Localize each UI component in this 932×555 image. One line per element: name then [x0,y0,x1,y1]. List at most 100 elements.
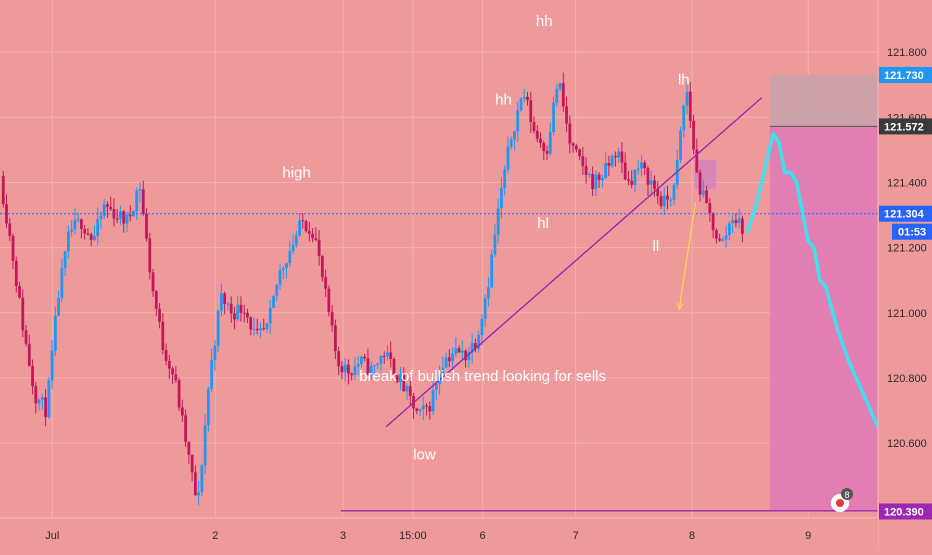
candle-body [513,131,516,140]
candle-body [343,364,347,373]
candle-body [141,189,145,214]
candle-body [705,190,708,204]
countdown-badge [892,223,932,240]
candle-body [431,389,435,412]
candle-body [268,307,272,324]
candle-body [220,293,223,311]
candle-body [640,162,643,169]
candle-body [11,235,15,261]
candle-body [444,357,448,368]
candle-body [623,162,627,180]
candle-body [50,350,54,381]
price-label-text: 121.730 [884,70,924,82]
candle-body [187,441,191,455]
candle-body [711,212,715,231]
candle-body [57,297,61,316]
candle-body [167,360,171,369]
candle-body [701,190,705,195]
candle-body [106,204,109,208]
candle-body [382,355,386,357]
candle-body [662,195,666,207]
candle-body [347,364,350,374]
candle-body [89,234,93,240]
candle-body [18,286,21,298]
candle-body [190,454,194,473]
candle-body [447,357,451,362]
candle-body [200,465,204,493]
candle-body [40,397,44,400]
candle-body [14,260,18,287]
candle-body [34,386,38,404]
candle-body [646,168,650,185]
candle-body [340,366,344,373]
candle-body [239,304,243,313]
candle-body [291,244,295,252]
candle-body [138,189,142,191]
candle-body [285,263,288,269]
candle-body [294,235,298,245]
candle-body [203,425,207,466]
candle-body [363,356,367,359]
candle-body [298,220,301,236]
candle-body [119,211,122,219]
candle-body [604,162,608,179]
candle-body [47,380,51,418]
candle-body [145,213,148,239]
x-tick-label: 15:00 [399,530,427,542]
annotation-label: hh [536,13,553,30]
candle-body [158,308,161,322]
candle-body [275,284,279,296]
candle-body [460,350,464,353]
candle-body [327,288,331,313]
candle-body [451,353,455,362]
candle-body [597,174,601,180]
candle-body [692,120,695,150]
price-label-badge [879,205,932,222]
candle-body [314,238,318,240]
candle-body [682,105,686,131]
annotation-label: high [282,165,310,182]
candle-body [714,230,718,239]
candle-body [223,293,227,304]
annotation-label: ll [653,238,660,255]
candle-body [174,374,178,381]
candle-body [233,313,236,320]
price-label-text: 121.304 [884,209,925,221]
candle-body [1,175,5,205]
candle-body [509,139,513,147]
candle-body [333,325,337,352]
candle-body [539,138,542,144]
candle-body [376,363,380,365]
candle-body [659,196,663,207]
projection-arrow [678,201,697,310]
candle-body [135,190,139,211]
candle-body [379,355,383,364]
candle-body [392,358,396,376]
candle-body [96,218,100,236]
candle-body [83,228,87,234]
candle-body [552,102,555,133]
price-label-badge [879,503,932,520]
candle-body [66,231,70,252]
target-zone [769,126,878,511]
candle-body [493,234,497,255]
annotation-label: hl [537,215,549,232]
candle-body [555,88,559,103]
candle-body [236,304,240,320]
price-label-badge [879,118,932,135]
candle-body [63,251,67,269]
candle-body [246,312,249,318]
candle-body [490,254,494,288]
candle-body [542,143,546,152]
price-label-text: 121.572 [884,121,924,133]
candle-body [350,373,354,376]
candle-body [734,220,738,224]
x-tick-label: 8 [689,530,695,542]
candle-body [454,348,458,354]
candle-body [666,195,669,200]
candle-body [418,409,422,411]
candle-body [594,174,598,190]
